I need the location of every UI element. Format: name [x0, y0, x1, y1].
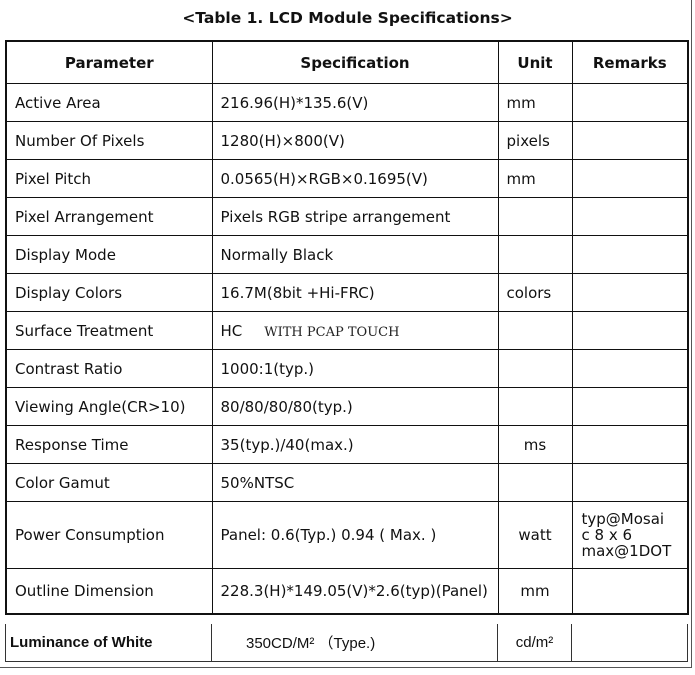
parameter-cell: Contrast Ratio: [5, 349, 213, 388]
spec-cell: 80/80/80/80(typ.): [211, 387, 499, 426]
header-unit: Unit: [497, 40, 573, 84]
parameter-cell: Pixel Pitch: [5, 159, 213, 198]
parameter-cell: Luminance of White: [5, 624, 212, 662]
remarks-cell: [571, 83, 689, 122]
header-parameter: Parameter: [5, 40, 213, 84]
table-title: <Table 1. LCD Module Specifications>: [182, 9, 513, 27]
remarks-cell: [571, 463, 689, 502]
unit-cell: cd/m²: [497, 624, 572, 662]
remarks-cell: [571, 235, 689, 274]
spec-cell: Panel: 0.6(Typ.) 0.94 ( Max. ): [211, 501, 499, 569]
header-row: Parameter Specification Unit Remarks: [5, 40, 689, 84]
table-row: Color Gamut 50%NTSC: [5, 463, 689, 502]
remarks-cell: [571, 624, 688, 662]
unit-cell: ms: [497, 425, 573, 464]
table-row: Pixel Pitch 0.0565(H)×RGB×0.1695(V) mm: [5, 159, 689, 198]
unit-cell: [497, 463, 573, 502]
parameter-cell: Color Gamut: [5, 463, 213, 502]
spec-cell: 1000:1(typ.): [211, 349, 499, 388]
spec-cell: Pixels RGB stripe arrangement: [211, 197, 499, 236]
remarks-cell: [571, 387, 689, 426]
unit-cell: [497, 349, 573, 388]
spec-cell: 35(typ.)/40(max.): [211, 425, 499, 464]
parameter-cell: Display Colors: [5, 273, 213, 312]
parameter-cell: Display Mode: [5, 235, 213, 274]
remark-line: c 8 x 6: [581, 526, 633, 544]
unit-cell: [497, 387, 573, 426]
remarks-cell: typ@Mosai c 8 x 6 max@1DOT: [571, 501, 689, 569]
remarks-cell: [571, 425, 689, 464]
parameter-cell: Surface Treatment: [5, 311, 213, 350]
spec-table: Parameter Specification Unit Remarks Act…: [5, 40, 689, 615]
parameter-cell: Pixel Arrangement: [5, 197, 213, 236]
remarks-cell: [571, 197, 689, 236]
spec-cell: 1280(H)×800(V): [211, 121, 499, 160]
parameter-cell: Active Area: [5, 83, 213, 122]
unit-cell: mm: [497, 568, 573, 615]
remarks-cell: [571, 311, 689, 350]
table-row: Active Area 216.96(H)*135.6(V) mm: [5, 83, 689, 122]
unit-cell: [497, 197, 573, 236]
spec-cell: 50%NTSC: [211, 463, 499, 502]
table-row: Number Of Pixels 1280(H)×800(V) pixels: [5, 121, 689, 160]
remarks-cell: [571, 121, 689, 160]
remark-line: typ@Mosai: [581, 510, 665, 528]
unit-cell: mm: [497, 83, 573, 122]
unit-cell: watt: [497, 501, 573, 569]
unit-cell: [497, 235, 573, 274]
table-row: Power Consumption Panel: 0.6(Typ.) 0.94 (…: [5, 501, 689, 569]
spec-cell: 216.96(H)*135.6(V): [211, 83, 499, 122]
parameter-cell: Power Consumption: [5, 501, 213, 569]
table-row: Pixel Arrangement Pixels RGB stripe arran…: [5, 197, 689, 236]
spec-cell: 0.0565(H)×RGB×0.1695(V): [211, 159, 499, 198]
remark-line: max@1DOT: [581, 542, 672, 560]
spec-cell: Normally Black: [211, 235, 499, 274]
header-remarks: Remarks: [571, 40, 689, 84]
unit-cell: [497, 311, 573, 350]
spec-cell: 228.3(H)*149.05(V)*2.6(typ)(Panel): [211, 568, 499, 615]
remarks-cell: [571, 159, 689, 198]
remarks-cell: [571, 568, 689, 615]
luminance-table: Luminance of White 350CD/M² （Type.) cd/m…: [5, 624, 688, 662]
spec-extra-text: WITH PCAP TOUCH: [264, 324, 400, 340]
unit-cell: pixels: [497, 121, 573, 160]
table-row: Display Mode Normally Black: [5, 235, 689, 274]
header-specification: Specification: [211, 40, 499, 84]
remarks-cell: [571, 273, 689, 312]
spec-text: HC: [220, 321, 243, 340]
table-row: Luminance of White 350CD/M² （Type.) cd/m…: [5, 624, 688, 662]
table-row: Outline Dimension 228.3(H)*149.05(V)*2.6(…: [5, 568, 689, 615]
parameter-cell: Number Of Pixels: [5, 121, 213, 160]
table-row: Viewing Angle(CR>10) 80/80/80/80(typ.): [5, 387, 689, 426]
table-row: Display Colors 16.7M(8bit +Hi-FRC) colors: [5, 273, 689, 312]
unit-cell: colors: [497, 273, 573, 312]
spec-cell: 16.7M(8bit +Hi-FRC): [211, 273, 499, 312]
table-row: Response Time 35(typ.)/40(max.) ms: [5, 425, 689, 464]
remarks-cell: [571, 349, 689, 388]
spec-cell: 350CD/M² （Type.): [211, 624, 498, 662]
unit-cell: mm: [497, 159, 573, 198]
spec-cell: HC WITH PCAP TOUCH: [211, 311, 499, 350]
table-row: Contrast Ratio 1000:1(typ.): [5, 349, 689, 388]
parameter-cell: Viewing Angle(CR>10): [5, 387, 213, 426]
parameter-cell: Response Time: [5, 425, 213, 464]
parameter-cell: Outline Dimension: [5, 568, 213, 615]
table-row: Surface Treatment HC WITH PCAP TOUCH: [5, 311, 689, 350]
